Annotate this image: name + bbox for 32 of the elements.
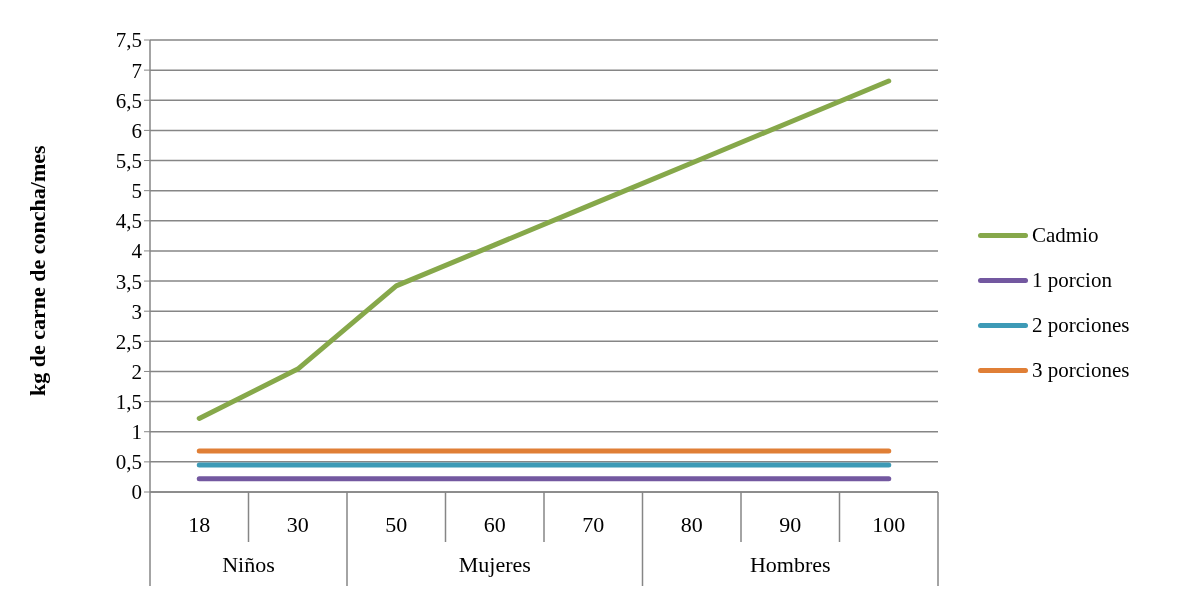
text: Niños: [221, 552, 276, 578]
y-tick-label: 0: [131, 480, 142, 505]
y-tick-label: 4,5: [115, 209, 142, 234]
x-tick-label: 18: [188, 511, 211, 537]
y-tick-label: 0,5: [115, 450, 142, 475]
x-tick-label: 30: [286, 511, 309, 537]
y-tick-label: 1: [131, 420, 142, 445]
legend-label: Cadmio: [1032, 223, 1099, 248]
x-tick-label: 70: [582, 511, 605, 537]
legend-label: 1 porcion: [1032, 268, 1112, 293]
x-tick-label: 80: [680, 511, 703, 537]
y-tick-label: 3,5: [115, 269, 142, 294]
y-tick-label: 2,5: [115, 329, 142, 354]
x-tick-label: 100: [872, 511, 906, 537]
legend-label: 3 porciones: [1032, 358, 1130, 383]
x-tick-label: 90: [779, 511, 802, 537]
y-tick-label: 6,5: [115, 88, 142, 113]
y-tick-label: 5,5: [115, 148, 142, 173]
y-tick-label: 2: [131, 359, 142, 384]
x-tick-label: 50: [385, 511, 408, 537]
y-tick-label: 5: [131, 179, 142, 204]
x-tick-label: 60: [483, 511, 506, 537]
y-axis-title: kg de carne de concha/mes: [24, 145, 50, 396]
y-tick-label: 7,5: [115, 28, 142, 53]
text: Mujeres: [457, 552, 532, 578]
y-tick-label: 7: [131, 58, 142, 83]
y-tick-label: 4: [131, 239, 143, 264]
y-tick-label: 3: [131, 299, 142, 324]
text: Hombres: [748, 552, 832, 578]
y-tick-label: 6: [131, 118, 142, 143]
y-tick-label: 1,5: [115, 390, 142, 415]
legend-label: 2 porciones: [1032, 313, 1130, 338]
